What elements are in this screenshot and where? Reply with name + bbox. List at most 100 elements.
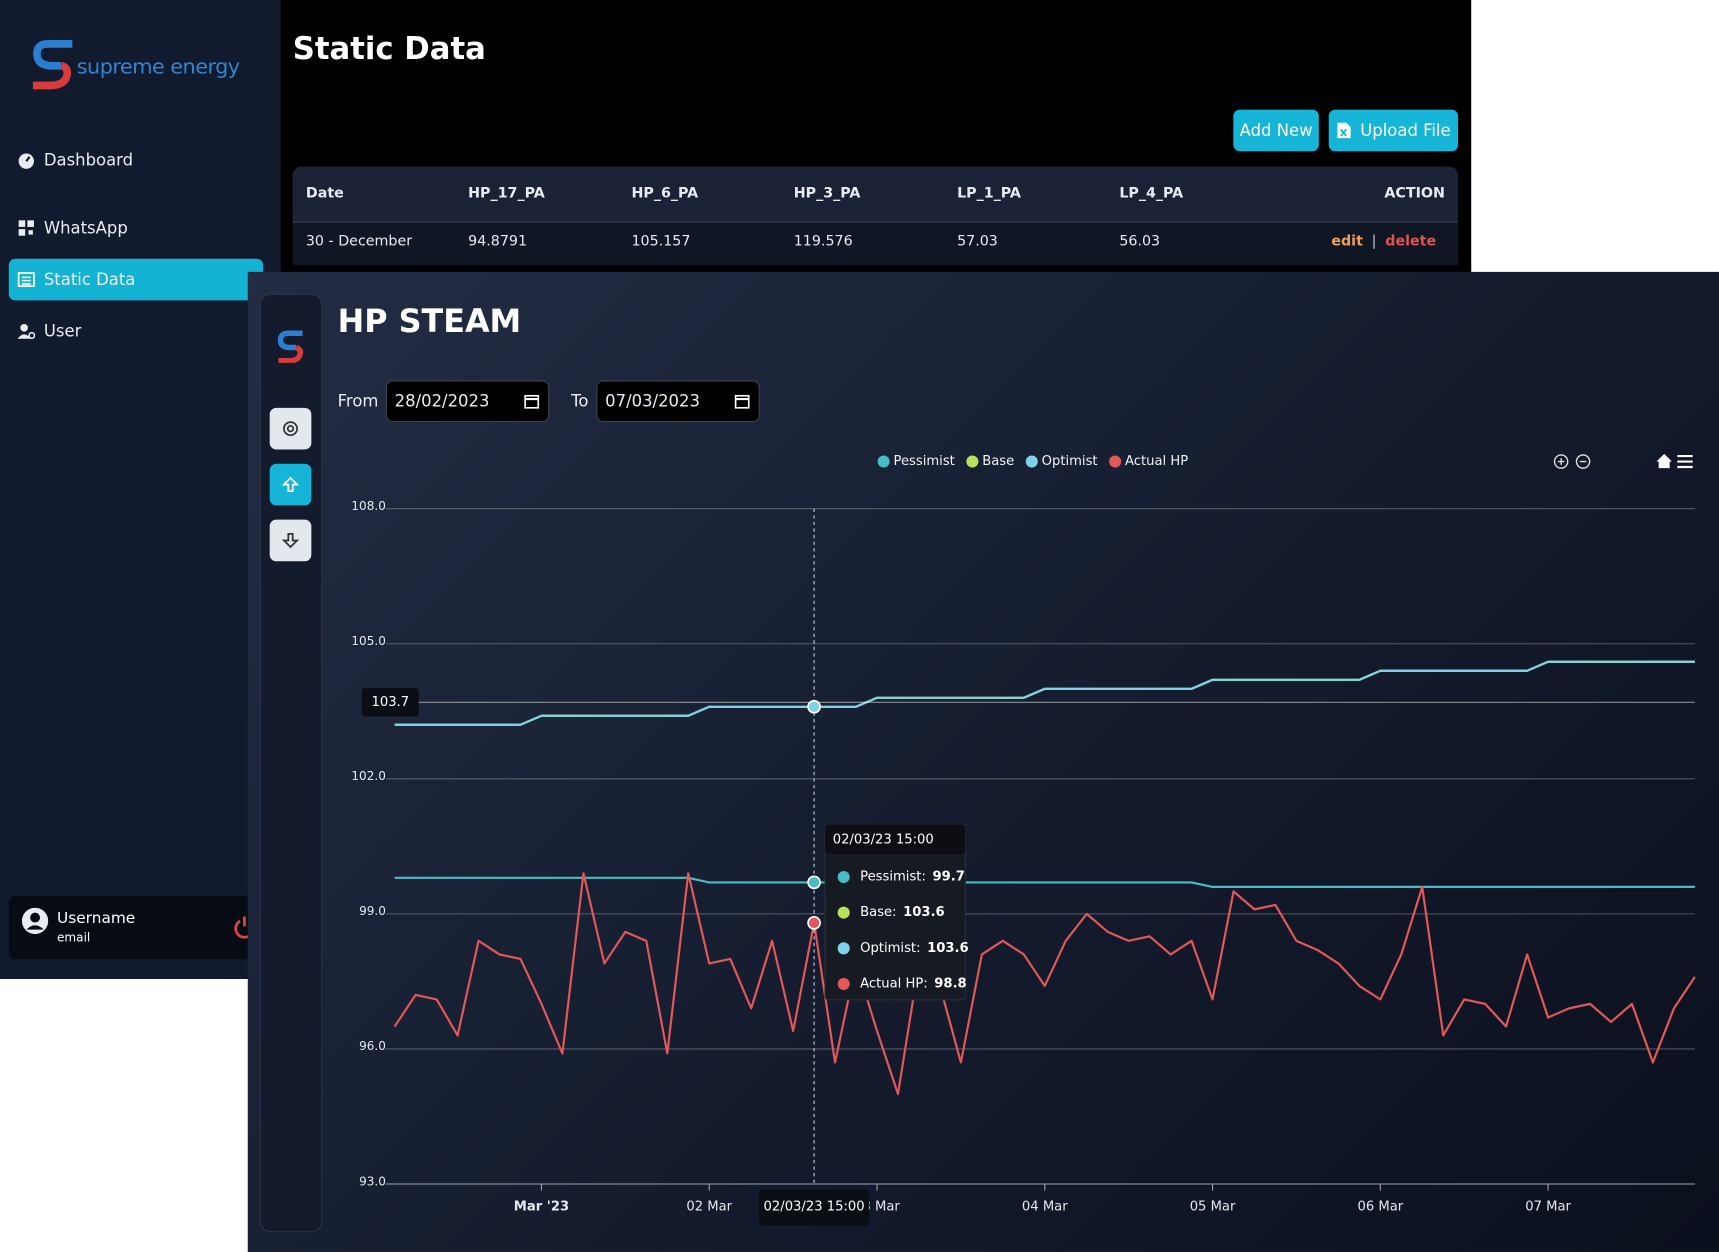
to-label: To — [571, 391, 589, 412]
table-cell: 94.8791 — [468, 233, 528, 250]
upload-file-button[interactable]: Upload File — [1328, 109, 1459, 152]
user-email: email — [57, 930, 91, 946]
hp-steam-window: 93.0 96.0 99.0 102.0 105.0 108.0 Mar '23 02 Mar… — [247, 271, 1719, 1252]
legend-marker — [1025, 455, 1038, 468]
from-date-input[interactable]: 28/02/2023 — [385, 380, 550, 423]
nav-item[interactable]: Dashboard — [18, 139, 134, 181]
hover-point — [807, 916, 821, 930]
x-tick-label: 02 Mar — [686, 1200, 732, 1215]
add-new-button[interactable]: Add New — [1233, 109, 1319, 152]
brand-name: supreme energy — [76, 54, 240, 79]
page-title: HP STEAM — [337, 302, 522, 340]
reset-zoom[interactable] — [1656, 453, 1672, 469]
legend-marker — [877, 455, 890, 468]
nav-label: User — [43, 321, 82, 341]
tooltip-header — [825, 824, 966, 855]
row-actions: edit | delete — [1331, 234, 1436, 250]
legend-label: Actual HP — [1125, 454, 1188, 469]
from-label: From — [337, 391, 379, 412]
tooltip-marker — [837, 906, 850, 919]
brand-logo — [277, 330, 304, 363]
nav-item-active[interactable]: Static Data — [8, 258, 264, 301]
user-name: Username — [57, 909, 136, 928]
column-header: HP_17_PA — [468, 185, 545, 202]
tooltip-label: Actual HP: — [860, 976, 928, 991]
y-tick-label: 96.0 — [359, 1039, 386, 1053]
x-tick-label: 06 Mar — [1357, 1200, 1403, 1215]
chart: 93.0 96.0 99.0 102.0 105.0 108.0 Mar '23 02 Mar… — [351, 454, 1696, 1226]
nav-item[interactable]: WhatsApp — [18, 207, 128, 249]
tooltip-value: 99.7 — [932, 870, 964, 885]
brand-logo — [32, 40, 73, 90]
nav-label: Static Data — [43, 269, 136, 290]
menu-button[interactable] — [269, 407, 312, 450]
calendar-icon — [524, 394, 540, 409]
crosshair-x-box — [759, 1189, 869, 1226]
series-line — [394, 876, 1695, 889]
column-header: LP_1_PA — [957, 185, 1021, 202]
button-label: Upload File — [1360, 120, 1451, 141]
tooltip-label: Pessimist: — [860, 870, 926, 885]
table-header — [292, 166, 1459, 223]
to-date-input[interactable]: 07/03/2023 — [596, 380, 760, 423]
zoom-out[interactable] — [1575, 454, 1591, 469]
menu-button-active[interactable] — [269, 463, 312, 506]
icon — [18, 220, 34, 236]
avatar — [21, 907, 49, 935]
table-cell: 30 - December — [305, 233, 413, 250]
separator: | — [1371, 233, 1377, 250]
series-line — [393, 872, 1696, 1096]
tooltip-label: Base: — [860, 905, 896, 920]
icon — [281, 533, 300, 549]
tooltip-value: 103.6 — [903, 905, 945, 920]
page-title: Static Data — [292, 30, 486, 67]
table-cell: 119.576 — [793, 233, 853, 250]
excel-icon — [1337, 122, 1351, 139]
x-tick-label: 05 Mar — [1190, 1200, 1236, 1215]
hover-point — [807, 875, 821, 890]
tooltip-value: 103.6 — [927, 941, 969, 956]
y-tick-label: 99.0 — [359, 904, 386, 918]
hover-point — [807, 699, 821, 714]
tooltip-marker — [837, 977, 850, 990]
nav-item[interactable]: User — [17, 310, 82, 352]
legend-label: Base — [982, 454, 1014, 469]
legend-marker — [966, 455, 979, 468]
legend: Pessimist Base Optimist Actual HP — [877, 454, 1188, 469]
x-tick-label: Mar '23 — [514, 1200, 569, 1215]
tooltip-marker — [837, 942, 850, 955]
chart-menu[interactable] — [1677, 454, 1693, 469]
data-table: Date HP_17_PA HP_6_PA HP_3_PA LP_1_PA LP… — [292, 166, 1459, 266]
zoom-in[interactable] — [1553, 454, 1569, 469]
calendar-icon — [734, 394, 750, 409]
tooltip-value: 98.8 — [934, 976, 966, 991]
icon — [281, 476, 300, 493]
x-tick-label: 07 Mar — [1525, 1200, 1571, 1215]
nav-label: WhatsApp — [43, 218, 128, 238]
column-header: HP_3_PA — [793, 185, 861, 202]
edit-link[interactable]: edit — [1331, 233, 1363, 250]
sidebar: supreme energy Dashboard WhatsApp Static… — [0, 0, 281, 979]
icon — [18, 153, 34, 169]
user-box[interactable]: Username email — [8, 895, 258, 960]
crosshair-x-label: 02/03/23 15:00 — [764, 1200, 865, 1215]
menu-button[interactable] — [269, 519, 312, 562]
mini-sidebar — [259, 293, 323, 1233]
date-value: 28/02/2023 — [394, 391, 490, 412]
legend-marker — [1109, 455, 1122, 468]
button-label: Add New — [1239, 120, 1313, 141]
tooltip-marker — [837, 871, 850, 884]
icon — [17, 272, 35, 288]
legend-label: Optimist — [1042, 454, 1098, 469]
date-value: 07/03/2023 — [605, 391, 700, 412]
x-tick-label: 04 Mar — [1022, 1200, 1068, 1215]
crosshair-y-label: 103.7 — [371, 695, 409, 710]
delete-link[interactable]: delete — [1385, 233, 1437, 250]
y-tick-label: 105.0 — [351, 634, 386, 648]
tooltip-label: Optimist: — [860, 941, 920, 956]
nav-label: Dashboard — [43, 150, 134, 170]
column-header: HP_6_PA — [631, 185, 699, 202]
tooltip-title: 02/03/23 15:00 — [833, 832, 934, 847]
